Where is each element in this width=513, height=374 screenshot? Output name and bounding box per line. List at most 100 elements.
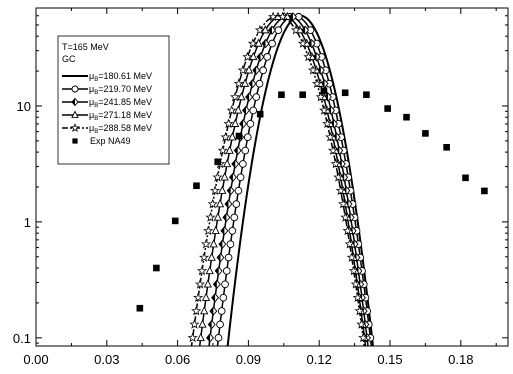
diamond-fill bbox=[313, 52, 317, 61]
series-5-point bbox=[307, 64, 319, 75]
series-5-point bbox=[220, 131, 231, 142]
series-5-point bbox=[226, 105, 237, 115]
diamond-fill bbox=[257, 52, 261, 61]
exp-point-5 bbox=[235, 132, 243, 140]
series-4-point bbox=[228, 132, 237, 141]
diamond-fill bbox=[209, 307, 214, 316]
diamond-fill bbox=[219, 240, 223, 249]
legend-label-1: μB=180.61 MeV bbox=[89, 71, 152, 83]
exp-point-14 bbox=[422, 130, 429, 137]
series-5-point bbox=[338, 198, 349, 209]
legend-marker-3 bbox=[71, 97, 79, 107]
series-2-point bbox=[221, 280, 229, 289]
diamond-fill bbox=[217, 253, 221, 262]
diamond-fill bbox=[262, 39, 266, 48]
series-2-point bbox=[228, 226, 237, 235]
series-5-point bbox=[277, 11, 288, 22]
series-4-point bbox=[240, 78, 250, 87]
legend-entry-5: μB=288.58 MeV bbox=[62, 123, 152, 135]
series-3-point bbox=[207, 319, 216, 330]
series-4-point bbox=[201, 292, 211, 301]
diamond-fill bbox=[227, 186, 231, 195]
series-4-point bbox=[231, 118, 240, 127]
series-2-point bbox=[252, 93, 261, 101]
series-4-point bbox=[211, 225, 220, 234]
series-line-1 bbox=[226, 14, 374, 346]
series-3-point bbox=[241, 105, 250, 116]
series-4-point bbox=[222, 158, 232, 168]
series-5-point bbox=[198, 252, 210, 262]
diamond-fill bbox=[211, 293, 216, 302]
series-5-point bbox=[196, 265, 208, 276]
legend-label-2: μB=219.70 MeV bbox=[89, 84, 152, 96]
series-line-2 bbox=[216, 15, 373, 346]
x-tick-label-4: 0.12 bbox=[307, 352, 332, 367]
diamond-fill bbox=[222, 213, 227, 222]
series-5-point bbox=[254, 24, 265, 35]
series-2-point bbox=[268, 39, 276, 48]
legend-entry-4: μB=271.18 MeV bbox=[62, 110, 152, 122]
series-3-point bbox=[212, 279, 221, 290]
y-tick-label-0: 0.1 bbox=[13, 331, 31, 346]
diamond-fill bbox=[220, 226, 225, 235]
series-4-point bbox=[205, 265, 214, 275]
diamond-fill bbox=[239, 119, 244, 128]
series-5-point bbox=[268, 11, 279, 22]
series-3-point bbox=[226, 185, 235, 196]
x-tick-label-0: 0.00 bbox=[23, 352, 48, 367]
series-4-point bbox=[198, 319, 207, 328]
series-4-point bbox=[237, 92, 246, 101]
diamond-fill bbox=[301, 26, 306, 35]
legend-header-ensemble: GC bbox=[62, 54, 76, 64]
exp-point-3 bbox=[193, 182, 200, 190]
series-3-point bbox=[239, 119, 248, 129]
series-5-point bbox=[212, 171, 223, 182]
series-2-point bbox=[232, 200, 241, 208]
series-5-point bbox=[325, 131, 336, 142]
series-5-point bbox=[290, 24, 302, 35]
diamond-fill bbox=[72, 98, 75, 106]
diamond-fill bbox=[268, 26, 272, 35]
series-2-point bbox=[217, 307, 226, 315]
series-5-point bbox=[315, 91, 326, 102]
experiment-points bbox=[136, 87, 488, 312]
series-5-point bbox=[344, 238, 355, 249]
series-3-point bbox=[316, 65, 325, 75]
series-3-point bbox=[209, 306, 218, 316]
series-2-point bbox=[243, 133, 252, 142]
diamond-fill bbox=[242, 106, 246, 115]
series-5-point bbox=[311, 78, 323, 88]
legend-header-temperature: T=165 MeV bbox=[62, 42, 109, 52]
series-4-point bbox=[218, 185, 227, 194]
series-3-point bbox=[214, 266, 223, 276]
series-5-point bbox=[354, 305, 365, 316]
series-5-point bbox=[229, 91, 241, 102]
legend-marker-5 bbox=[70, 123, 80, 132]
legend-entry-2: μB=219.70 MeV bbox=[62, 84, 152, 96]
exp-point-12 bbox=[384, 105, 391, 112]
series-4-point bbox=[225, 145, 234, 154]
exp-point-0 bbox=[136, 304, 144, 312]
diamond-fill bbox=[252, 66, 257, 75]
diamond-fill bbox=[206, 333, 211, 342]
series-5-point bbox=[327, 145, 339, 155]
series-3-point bbox=[261, 38, 270, 49]
series-5-point bbox=[348, 265, 359, 276]
exp-point-1 bbox=[153, 264, 160, 272]
exp-point-15 bbox=[443, 144, 450, 151]
legend-entry-1: μB=180.61 MeV bbox=[62, 71, 152, 83]
legend-marker-2 bbox=[71, 85, 79, 93]
series-3-point bbox=[211, 292, 220, 303]
series-5-point bbox=[205, 212, 216, 222]
series-3-point bbox=[245, 92, 254, 102]
series-2-point bbox=[274, 26, 283, 35]
series-4-point bbox=[234, 105, 243, 114]
legend-label-4: μB=271.18 MeV bbox=[89, 110, 152, 122]
legend-entry-6: Exp NA49 bbox=[72, 136, 131, 146]
series-3-point bbox=[256, 52, 265, 62]
diamond-fill bbox=[229, 173, 233, 182]
y-tick-label-2: 10 bbox=[17, 99, 31, 114]
exp-point-11 bbox=[363, 91, 370, 99]
diamond-fill bbox=[289, 12, 293, 21]
